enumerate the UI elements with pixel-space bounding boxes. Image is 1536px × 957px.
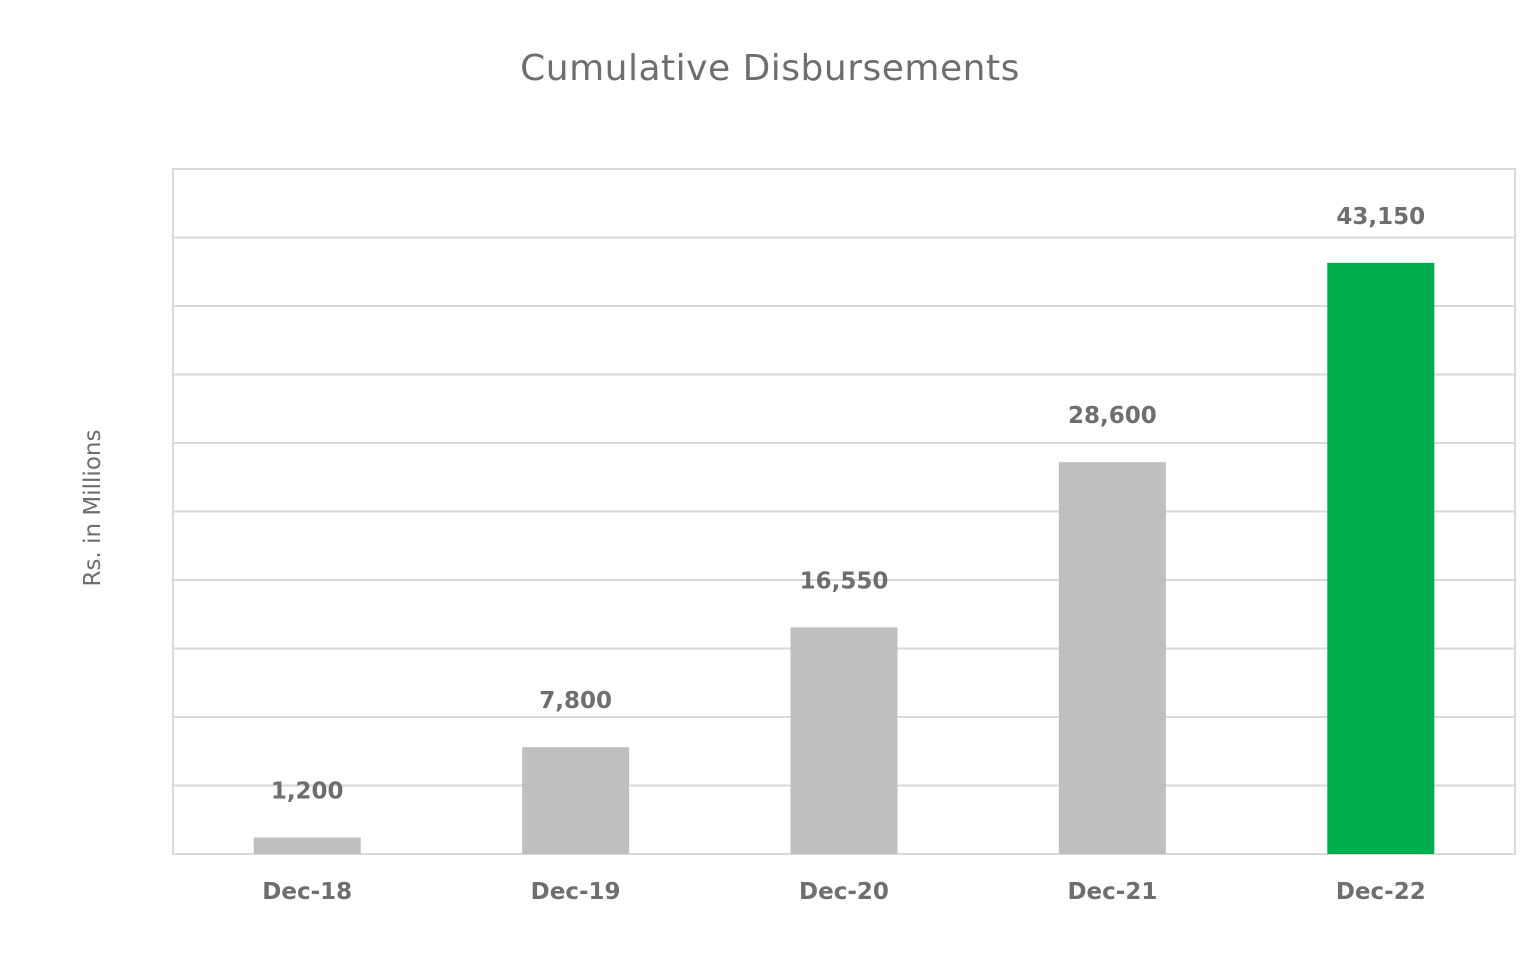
chart-title: Cumulative Disbursements bbox=[520, 48, 1020, 89]
x-tick-label-dec-18: Dec-18 bbox=[262, 879, 352, 905]
y-axis-label: Rs. in Millions bbox=[80, 430, 106, 587]
data-label-dec-19: 7,800 bbox=[539, 688, 612, 714]
x-tick-label-dec-19: Dec-19 bbox=[531, 879, 621, 905]
data-labels: 1,200 7,800 16,550 28,600 43,150 bbox=[271, 204, 1425, 805]
bar-dec-18 bbox=[253, 837, 361, 854]
x-tick-label-dec-22: Dec-22 bbox=[1336, 879, 1426, 905]
x-axis-ticks: Dec-18 Dec-19 Dec-20 Dec-21 Dec-22 bbox=[262, 879, 1425, 905]
bars bbox=[253, 262, 1435, 855]
gridlines bbox=[173, 236, 1515, 787]
bar-dec-22 bbox=[1327, 262, 1435, 855]
x-tick-label-dec-20: Dec-20 bbox=[799, 879, 889, 905]
data-label-dec-20: 16,550 bbox=[800, 568, 889, 594]
data-label-dec-18: 1,200 bbox=[271, 779, 344, 805]
data-label-dec-22: 43,150 bbox=[1336, 204, 1425, 230]
data-label-dec-21: 28,600 bbox=[1068, 403, 1157, 429]
bar-dec-20 bbox=[790, 627, 898, 854]
bar-dec-21 bbox=[1058, 462, 1166, 854]
bar-dec-19 bbox=[522, 747, 630, 854]
x-tick-label-dec-21: Dec-21 bbox=[1067, 879, 1157, 905]
